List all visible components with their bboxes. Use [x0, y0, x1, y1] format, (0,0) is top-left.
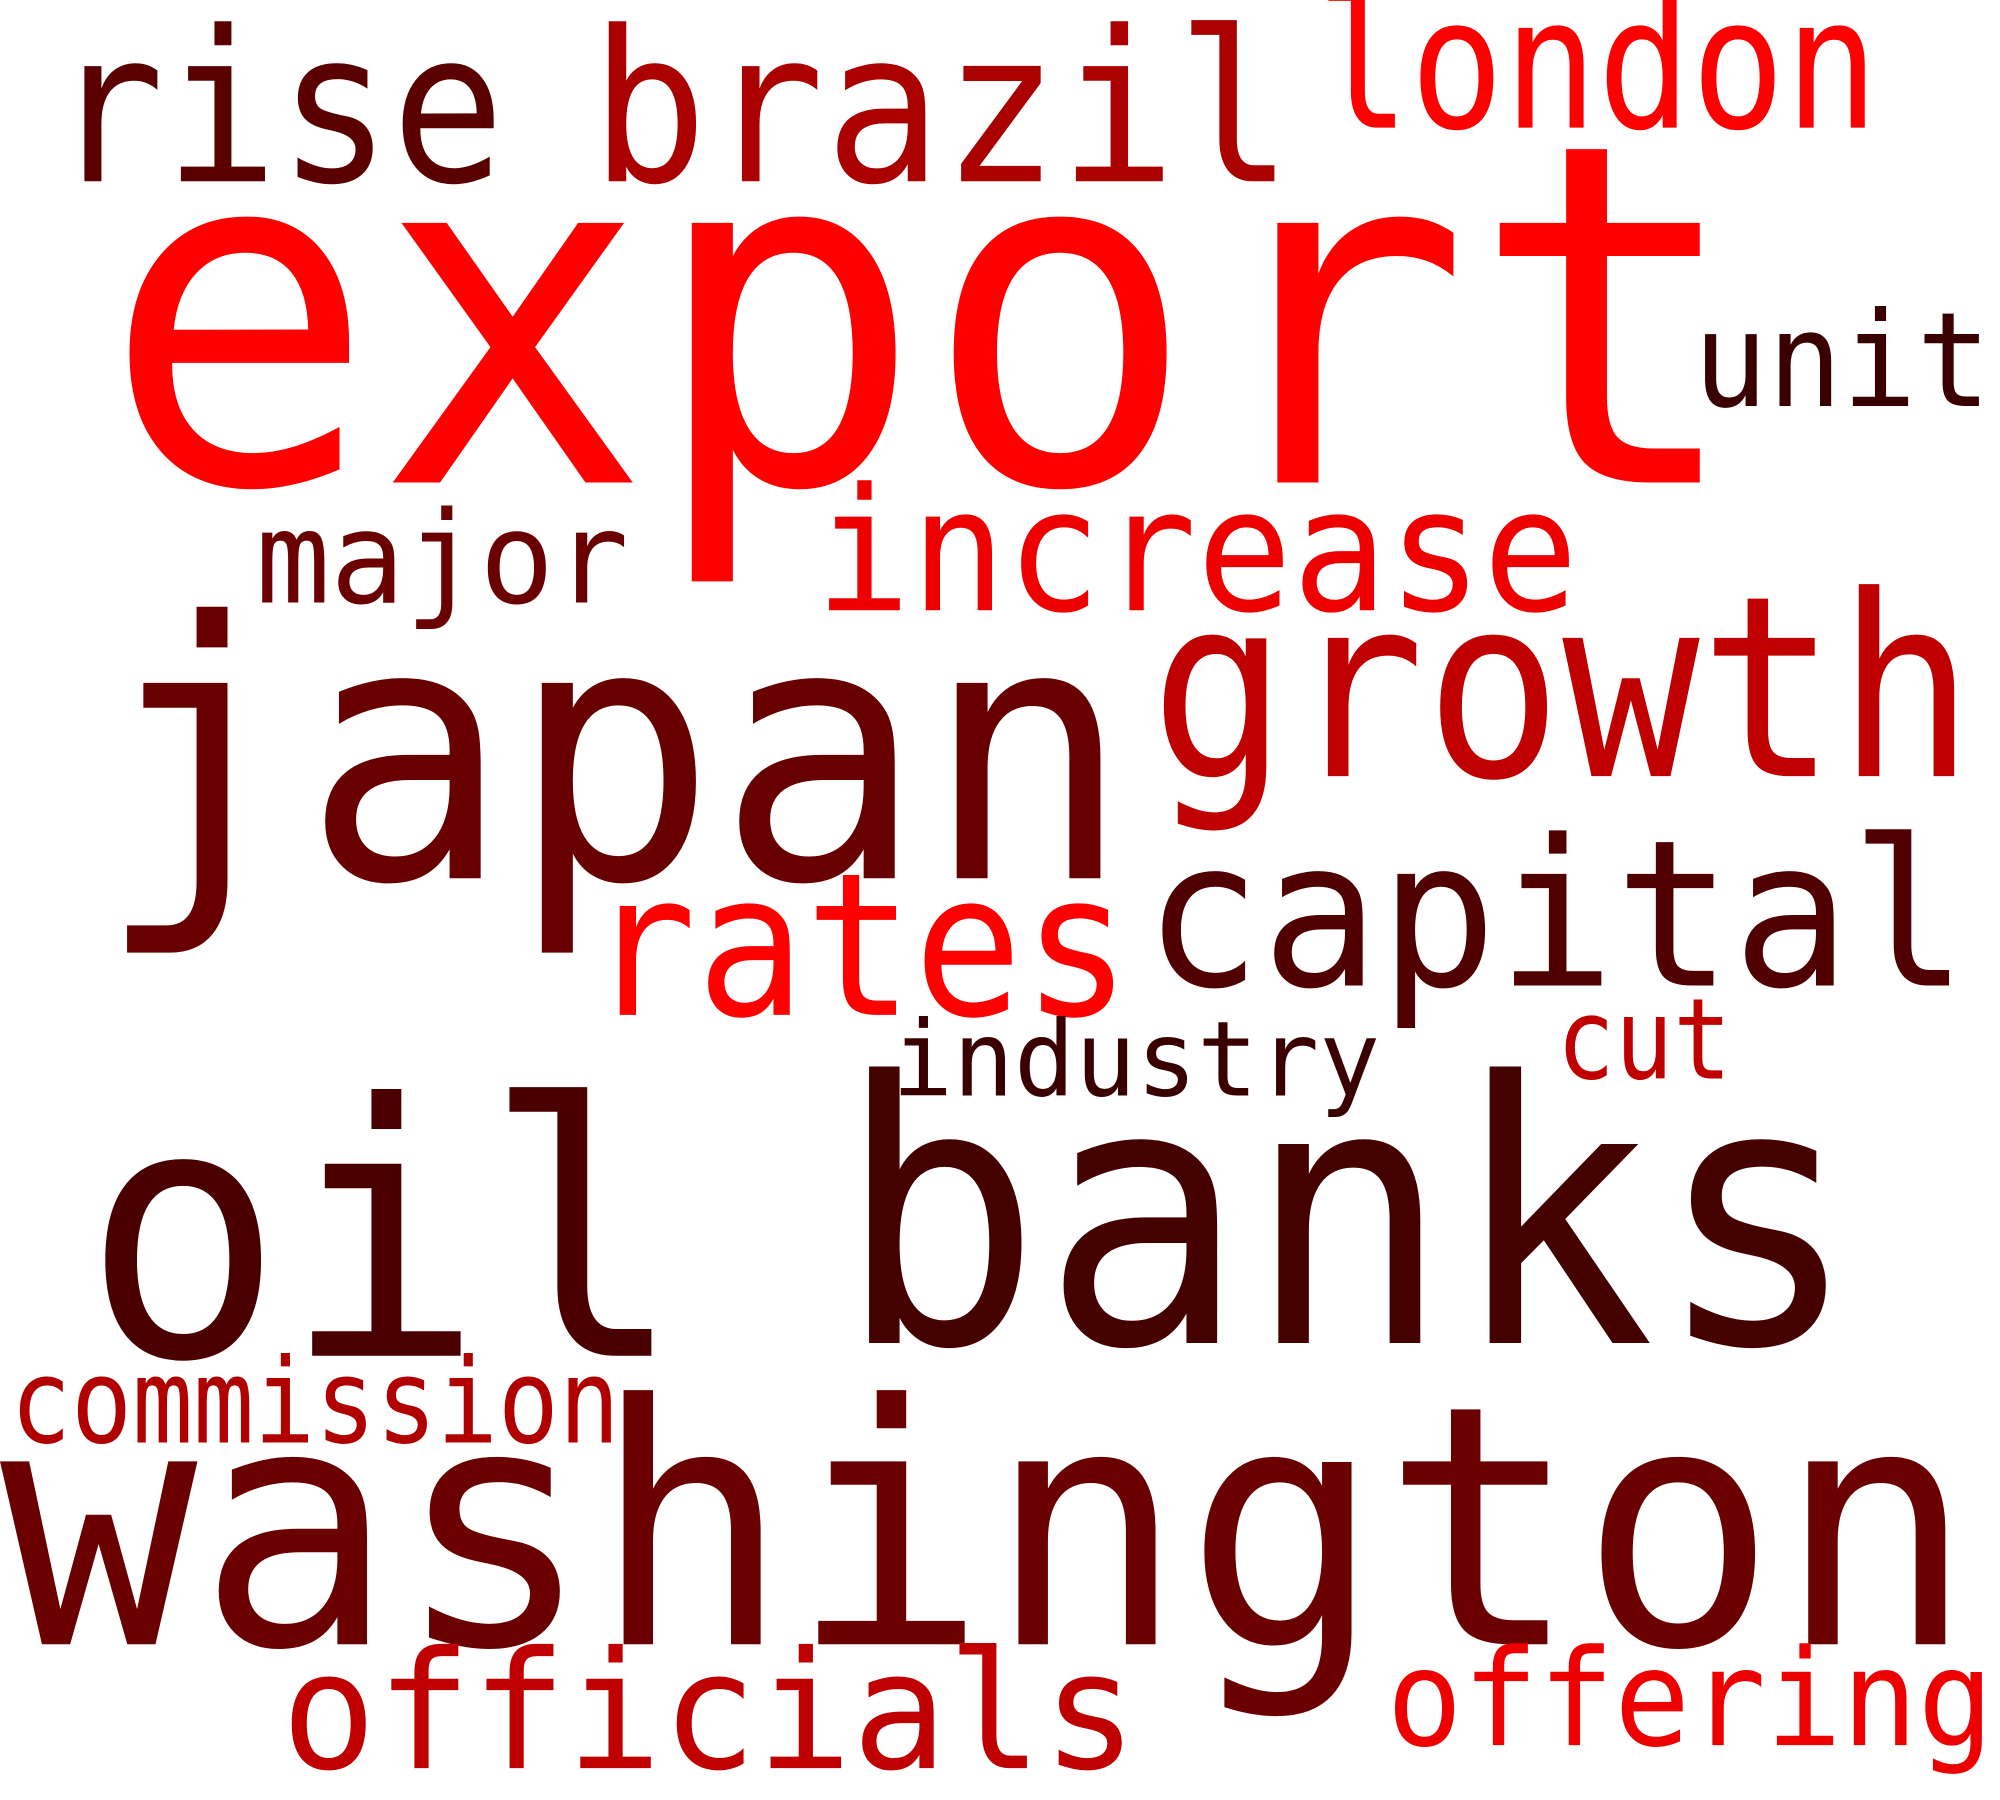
word: unit	[1693, 285, 1991, 438]
word: cut	[1557, 975, 1732, 1106]
word: officials	[281, 1616, 1137, 1800]
word: increase	[815, 452, 1578, 651]
word: banks	[837, 1005, 1859, 1429]
word: japan	[96, 547, 1131, 963]
word: commission	[10, 1334, 620, 1471]
word: major	[256, 485, 629, 634]
word: rates	[588, 830, 1131, 1062]
word: rise	[51, 0, 505, 231]
word: washington	[0, 1333, 1974, 1723]
word: capital	[1144, 797, 1968, 1035]
word: export	[102, 43, 1744, 596]
word: growth	[1150, 541, 1974, 836]
word: industry	[892, 998, 1380, 1120]
word: offering	[1387, 1621, 1994, 1777]
word: oil	[83, 1030, 684, 1439]
word: brazil	[590, 0, 1293, 231]
word: london	[1316, 0, 1878, 172]
